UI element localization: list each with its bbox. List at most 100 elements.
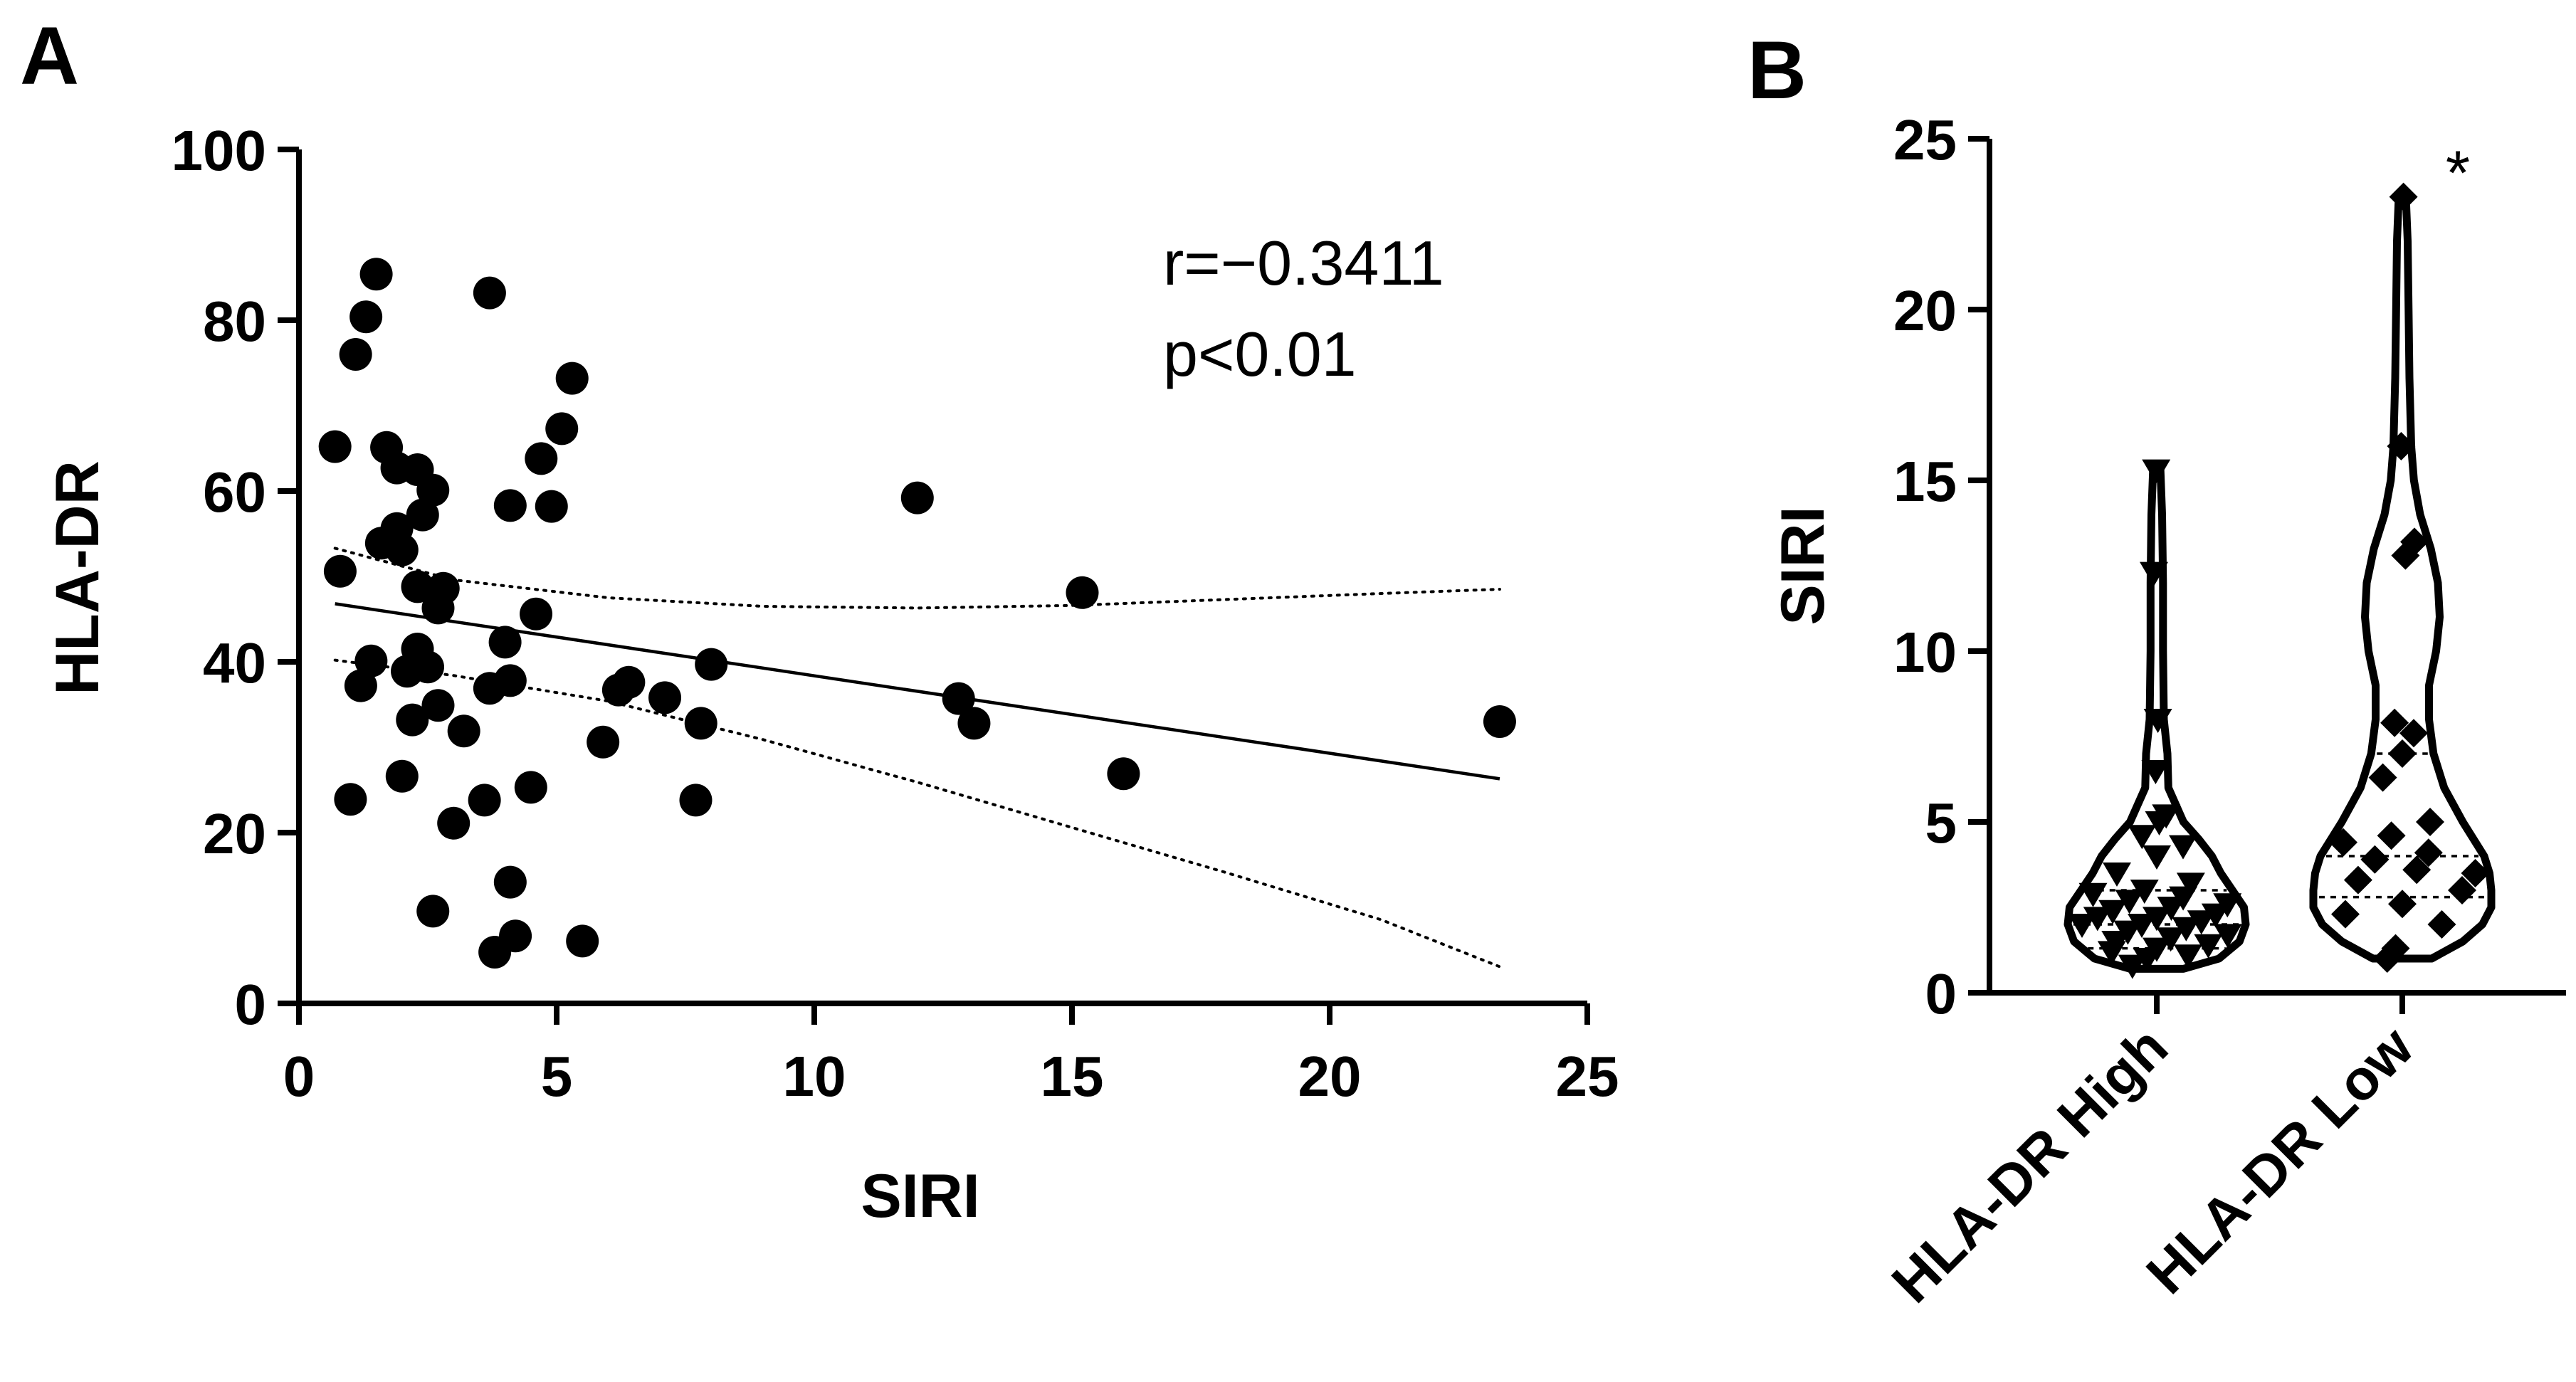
- violin-point: [2380, 708, 2409, 737]
- violin-point: [2414, 838, 2443, 867]
- panel-label-b: B: [1747, 25, 1807, 116]
- violin-point: [2461, 859, 2490, 887]
- violin-point: [2400, 527, 2429, 557]
- scatter-point: [421, 689, 455, 722]
- scatter-point: [520, 597, 553, 631]
- scatter-point: [401, 570, 434, 603]
- scatter-point: [339, 338, 372, 371]
- scatter-point: [555, 362, 589, 395]
- scatter-point: [566, 924, 599, 958]
- y-tick-label: 20: [203, 802, 266, 865]
- scatter-point: [545, 412, 579, 445]
- scatter-point: [499, 919, 532, 953]
- category-label: HLA-DR High: [1880, 1015, 2180, 1314]
- scatter-point: [535, 490, 568, 523]
- y-tick-label: 0: [235, 973, 267, 1036]
- violin-point: [2343, 865, 2372, 895]
- scatter-point: [648, 681, 682, 714]
- violin-point: [2360, 845, 2390, 874]
- scatter-point: [406, 498, 439, 532]
- scatter-point: [344, 669, 377, 702]
- scatter-point: [1066, 576, 1099, 609]
- scatter-y-label: HLA-DR: [43, 460, 112, 695]
- scatter-point: [468, 784, 501, 817]
- scatter-point: [473, 276, 506, 310]
- violin-point: [2388, 739, 2417, 768]
- scatter-panel: 0 20 40 60 80 100 0 5 10 15 20 25 r=−0.3411 p<0.01…: [43, 119, 1619, 1230]
- scatter-point: [679, 784, 713, 817]
- scatter-points: [318, 258, 1516, 969]
- violin-point: [2176, 872, 2205, 897]
- scatter-point: [411, 650, 444, 684]
- panel-label-a: A: [20, 11, 79, 102]
- y-tick-label: 25: [1893, 108, 1957, 172]
- violin-point: [2157, 897, 2186, 921]
- scatter-x-ticks: 0 5 10 15 20 25: [283, 1003, 1619, 1108]
- violin-point: [2068, 914, 2096, 938]
- scatter-point: [695, 648, 728, 681]
- violin-point: [2399, 719, 2428, 748]
- scatter-y-ticks: 0 20 40 60 80 100: [172, 119, 299, 1036]
- scatter-point: [514, 771, 547, 804]
- violin-point: [2387, 432, 2416, 460]
- violin-point: [2173, 944, 2202, 969]
- violin-point: [2156, 927, 2185, 952]
- x-tick-label: 0: [283, 1045, 315, 1108]
- scatter-point: [349, 300, 383, 334]
- y-tick-label: 60: [203, 460, 266, 524]
- y-tick-label: 0: [1925, 962, 1957, 1025]
- violin-point: [2113, 920, 2143, 945]
- scatter-point: [900, 481, 934, 515]
- y-tick-label: 5: [1925, 791, 1957, 855]
- y-tick-label: 40: [203, 631, 266, 695]
- scatter-point: [396, 703, 429, 737]
- violin-point: [2143, 937, 2171, 962]
- violin-point: [2389, 182, 2418, 211]
- violin-point: [2368, 763, 2397, 792]
- violin-y-label: SIRI: [1769, 506, 1837, 625]
- violin-point: [2115, 890, 2144, 914]
- correlation-p: p<0.01: [1163, 319, 1357, 389]
- y-tick-label: 15: [1893, 450, 1957, 513]
- ci-upper-line: [333, 547, 1501, 610]
- violin-point: [2388, 890, 2417, 919]
- scatter-point: [493, 865, 527, 899]
- correlation-r: r=−0.3411: [1163, 228, 1444, 298]
- y-tick-label: 80: [203, 290, 266, 353]
- scatter-point: [612, 665, 646, 699]
- violin-point: [2141, 760, 2170, 784]
- violin-point: [2078, 882, 2108, 907]
- violin-point: [2143, 845, 2171, 870]
- scatter-point: [1107, 757, 1140, 791]
- violin-y-ticks: 0 5 10 15 20 25: [1893, 108, 1989, 1025]
- scatter-point: [587, 725, 620, 759]
- scatter-point: [426, 571, 460, 605]
- scatter-point: [437, 806, 470, 840]
- violin-hla-dr-high: [2064, 459, 2250, 979]
- violin-point: [2402, 855, 2432, 885]
- violin-point: [2377, 821, 2406, 850]
- violin-point: [2101, 931, 2130, 955]
- x-tick-label: 5: [541, 1045, 573, 1108]
- confidence-bands: [333, 547, 1501, 969]
- violin-point: [2142, 459, 2171, 484]
- violin-point: [2143, 907, 2171, 932]
- violin-point: [2194, 934, 2223, 959]
- y-tick-label: 10: [1893, 621, 1957, 684]
- scatter-point: [493, 664, 527, 697]
- x-tick-label: 15: [1041, 1045, 1104, 1108]
- scatter-point: [416, 895, 450, 928]
- violin-point: [2381, 934, 2410, 963]
- violin-hla-dr-low: [2309, 182, 2496, 973]
- violin-point: [2169, 835, 2197, 860]
- y-tick-label: 20: [1893, 279, 1957, 342]
- violin-point: [2187, 910, 2216, 935]
- x-tick-label: 25: [1556, 1045, 1619, 1108]
- violin-point: [2213, 893, 2242, 918]
- scatter-point: [318, 430, 352, 463]
- violin-point: [2416, 808, 2444, 836]
- violin-point: [2130, 880, 2159, 904]
- violin-point: [2128, 914, 2156, 938]
